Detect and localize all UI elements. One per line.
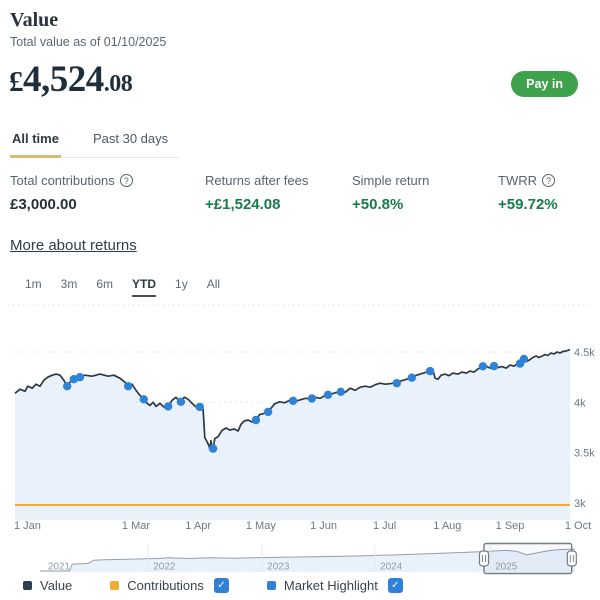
market-highlight-dot[interactable]	[489, 361, 499, 371]
navigator-year-label: 2024	[380, 562, 403, 573]
navigator-handle-left[interactable]	[478, 550, 490, 567]
contributions-swatch	[110, 581, 120, 590]
stat-label: Simple return	[352, 173, 430, 188]
navigator-year-label: 2021	[48, 562, 71, 573]
more-about-returns-link[interactable]: More about returns	[10, 237, 137, 254]
tab-past-30-days[interactable]: Past 30 days	[92, 131, 169, 146]
main-chart[interactable]: 4.5k 4k 3.5k 3k 1 Jan 1 Mar 1 Apr 1 May 1 Jun 1 J…	[0, 298, 600, 540]
stat-label: Total contributions	[10, 173, 115, 188]
amount-main: 4,524	[23, 59, 104, 100]
x-axis-label: 1 Apr	[185, 520, 211, 532]
time-period-tabs: All time Past 30 days	[10, 129, 179, 158]
y-axis-label: 4k	[574, 397, 586, 409]
legend-label: Market Highlight	[283, 578, 378, 593]
range-ytd[interactable]: YTD	[132, 277, 157, 297]
stat-value: £3,000.00	[10, 196, 77, 213]
market-highlight-dot[interactable]	[176, 397, 186, 406]
navigator-year-label: 2025	[495, 562, 518, 573]
range-1y[interactable]: 1y	[175, 277, 188, 291]
x-axis-label: 1 Oct	[565, 520, 591, 532]
market-highlight-checkbox[interactable]	[387, 578, 403, 593]
market-highlight-dot[interactable]	[519, 354, 529, 364]
stat-twrr: TWRR +59.72%	[498, 173, 558, 213]
x-axis-label: 1 May	[246, 520, 276, 532]
stat-value: +50.8%	[352, 196, 404, 213]
market-highlight-dot[interactable]	[307, 394, 317, 403]
market-highlight-dot[interactable]	[251, 415, 261, 425]
total-value-amount: £4,524.08	[9, 58, 133, 101]
stat-label: TWRR	[498, 173, 537, 188]
y-axis-label: 3.5k	[574, 448, 595, 460]
market-highlight-dot[interactable]	[288, 396, 298, 405]
value-as-of-date: Total value as of 01/10/2025	[10, 35, 167, 49]
page-title: Value	[10, 9, 59, 31]
navigator-year-label: 2022	[153, 562, 176, 573]
market-highlight-dot[interactable]	[263, 407, 273, 417]
navigator-year-label: 2023	[267, 562, 290, 573]
stat-returns-after-fees: Returns after fees +£1,524.08	[205, 173, 352, 213]
navigator-chart[interactable]: 2021 2022 2023 2024 2025	[0, 541, 600, 579]
legend-label: Contributions	[127, 578, 204, 593]
market-highlight-dot[interactable]	[124, 382, 133, 391]
stats-row: Total contributions £3,000.00 Returns af…	[10, 173, 600, 213]
market-highlight-dot[interactable]	[75, 373, 85, 382]
navigator-handle-right[interactable]	[566, 550, 577, 567]
stat-value: +59.72%	[498, 196, 558, 213]
market-highlight-dot[interactable]	[407, 373, 416, 382]
range-1m[interactable]: 1m	[25, 277, 42, 291]
y-axis-label: 3k	[574, 498, 586, 510]
info-icon[interactable]	[542, 174, 555, 187]
stat-label: Returns after fees	[205, 173, 309, 188]
x-axis-label: 1 Jan	[14, 520, 41, 532]
market-highlight-dot[interactable]	[195, 402, 204, 412]
range-all[interactable]: All	[206, 277, 221, 291]
market-highlight-dot[interactable]	[139, 395, 148, 404]
market-highlight-dot[interactable]	[164, 402, 173, 411]
value-swatch	[23, 581, 32, 590]
tab-all-time[interactable]: All time	[10, 129, 61, 158]
info-icon[interactable]	[119, 174, 133, 187]
currency-symbol: £	[9, 66, 24, 98]
market-highlight-dot[interactable]	[323, 390, 333, 399]
y-axis-label: 4.5k	[574, 347, 595, 359]
market-highlight-dot[interactable]	[336, 387, 345, 396]
navigator-selection[interactable]	[483, 542, 573, 575]
chart-legend: Value Contributions Market Highlight	[23, 578, 403, 593]
legend-item-value: Value	[23, 578, 72, 593]
market-highlight-dot[interactable]	[478, 362, 488, 371]
navigator-line	[40, 548, 576, 572]
stat-total-contributions: Total contributions £3,000.00	[10, 173, 205, 213]
x-axis-label: 1 Sep	[496, 520, 525, 532]
amount-decimals: .08	[103, 71, 133, 97]
legend-item-market-highlight: Market Highlight	[266, 578, 403, 593]
contributions-checkbox[interactable]	[213, 578, 229, 593]
x-axis-label: 1 Jun	[310, 520, 337, 532]
range-6m[interactable]: 6m	[96, 277, 114, 291]
market-highlight-dot[interactable]	[62, 382, 72, 391]
stat-simple-return: Simple return +50.8%	[352, 173, 498, 213]
x-axis-label: 1 Aug	[433, 520, 461, 532]
pay-in-button[interactable]: Pay in	[511, 71, 578, 97]
x-axis-label: 1 Mar	[122, 520, 150, 532]
chart-range-selector: 1m 3m 6m YTD 1y All	[25, 277, 220, 297]
market-highlight-dot[interactable]	[208, 444, 218, 453]
market-highlight-dot[interactable]	[392, 379, 401, 388]
x-axis-label: 1 Jul	[373, 520, 396, 532]
navigator-area	[40, 549, 575, 572]
legend-item-contributions: Contributions	[110, 578, 229, 593]
market-highlight-swatch	[266, 581, 276, 590]
legend-label: Value	[40, 578, 73, 593]
stat-value: +£1,524.08	[205, 196, 281, 213]
range-3m[interactable]: 3m	[60, 277, 78, 291]
market-highlight-dot[interactable]	[425, 366, 435, 376]
value-area-fill	[15, 349, 570, 520]
